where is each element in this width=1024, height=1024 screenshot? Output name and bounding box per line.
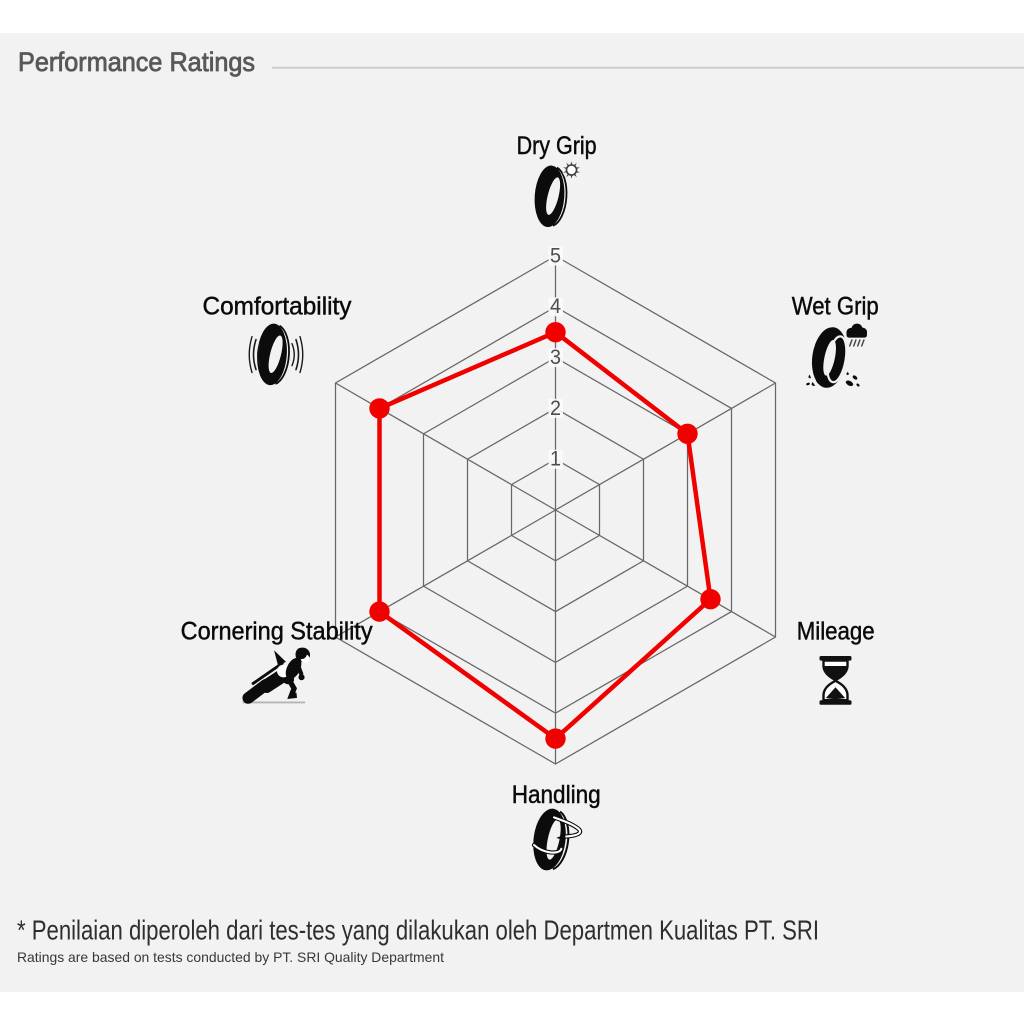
svg-text:5: 5 [550, 244, 561, 267]
svg-text:Dry Grip: Dry Grip [517, 133, 597, 160]
svg-text:Cornering Stability: Cornering Stability [181, 618, 374, 645]
svg-text:Ratings are based on tests con: Ratings are based on tests conducted by … [17, 949, 444, 965]
svg-text:Wet Grip: Wet Grip [792, 294, 879, 321]
svg-text:Performance Ratings: Performance Ratings [18, 47, 255, 77]
svg-text:4: 4 [550, 295, 561, 318]
svg-text:Mileage: Mileage [797, 619, 875, 646]
svg-text:Handling: Handling [512, 782, 601, 809]
svg-text:3: 3 [550, 346, 561, 369]
svg-text:1: 1 [550, 448, 561, 471]
svg-text:* Penilaian diperoleh dari tes: * Penilaian diperoleh dari tes-tes yang … [17, 914, 819, 945]
svg-text:2: 2 [550, 397, 561, 420]
svg-text:Comfortability: Comfortability [203, 294, 353, 321]
